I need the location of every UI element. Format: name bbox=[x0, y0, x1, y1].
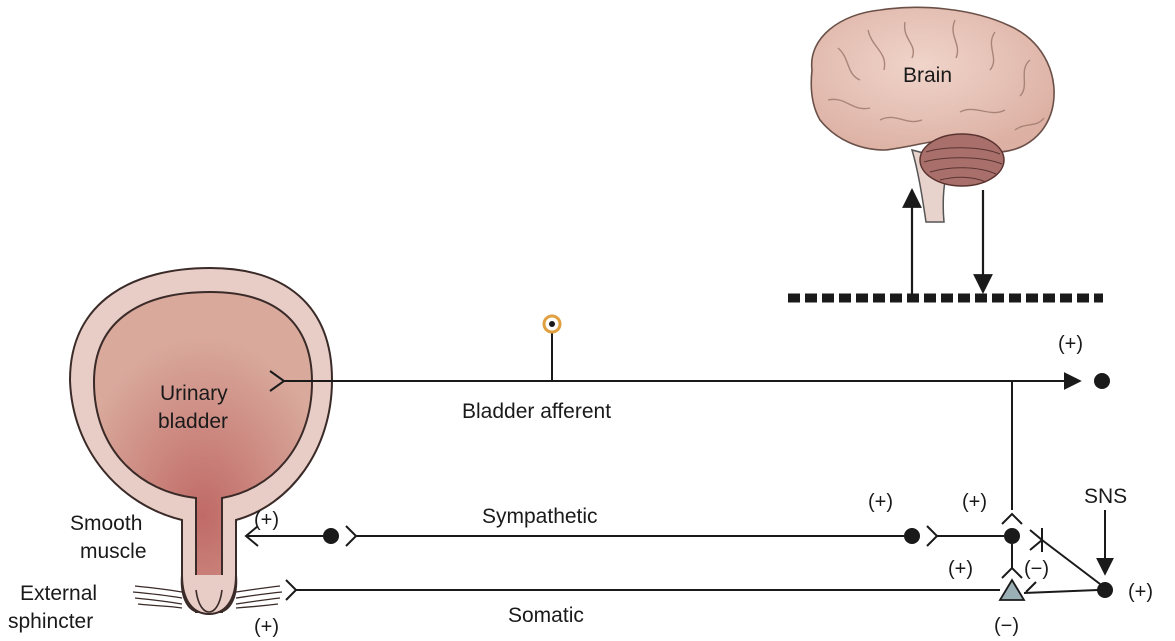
bladder-afferent-pathway: Bladder afferent bbox=[269, 314, 1110, 510]
bladder-label-line1: Urinary bbox=[160, 382, 228, 405]
sns-pathway: SNS bbox=[1023, 485, 1127, 598]
inhibitory-synapse bbox=[1029, 529, 1044, 551]
smooth-muscle-label-line2: muscle bbox=[80, 540, 147, 563]
sign-sns-neuron: (+) bbox=[1128, 581, 1153, 603]
smooth-muscle-label-line1: Smooth bbox=[70, 512, 142, 535]
urinary-bladder-illustration: Urinary bladder bbox=[68, 266, 334, 616]
somatic-label: Somatic bbox=[508, 604, 584, 627]
cerebellum bbox=[919, 133, 1005, 187]
afferent-target-neuron bbox=[1094, 373, 1110, 389]
sympathetic-preganglionic-neuron bbox=[904, 528, 920, 544]
urethra-tip bbox=[181, 574, 237, 616]
afferent-to-somatic-synapse bbox=[1001, 566, 1023, 579]
smooth-muscle-synapse bbox=[244, 525, 264, 547]
sympathetic-pathway: Sympathetic bbox=[244, 505, 1023, 547]
triangle-neuron-icon bbox=[998, 578, 1026, 601]
sign-inhibitory-synapse: (−) bbox=[1024, 558, 1049, 580]
cerebrum bbox=[810, 6, 1055, 153]
sphincter-synapse bbox=[285, 579, 298, 601]
sign-somatic-neuron-bottom: (−) bbox=[994, 615, 1019, 637]
bladder-afferent-label: Bladder afferent bbox=[462, 400, 611, 423]
sympathetic-synapse bbox=[926, 525, 939, 547]
bladder-label-line2: bladder bbox=[158, 410, 228, 433]
inhibitory-synapse-somatic bbox=[1025, 581, 1037, 593]
ganglionic-synapse bbox=[345, 525, 358, 547]
sign-somatic-synapse: (+) bbox=[948, 558, 973, 580]
afferent-to-sympathetic-synapse bbox=[1001, 512, 1023, 525]
sns-neuron bbox=[1097, 582, 1113, 598]
sign-smooth-muscle: (+) bbox=[254, 509, 279, 531]
somatic-pathway: Somatic bbox=[285, 544, 1026, 627]
brain-label: Brain bbox=[903, 64, 952, 87]
external-sphincter-muscle-fibers bbox=[132, 585, 283, 609]
sympathetic-spinal-neuron bbox=[1004, 528, 1020, 544]
sign-sphincter: (+) bbox=[254, 616, 279, 638]
sympathetic-label: Sympathetic bbox=[482, 505, 598, 528]
brain-illustration: Brain bbox=[810, 6, 1055, 223]
brain-sulci bbox=[827, 19, 1045, 131]
polarity-signs: (+) (+) (+) (+) (+) (+) (−) (−) (+) bbox=[254, 333, 1153, 638]
sphincter-label-line1: External bbox=[20, 582, 97, 605]
cerebellum-folia bbox=[923, 147, 1003, 183]
sns-label: SNS bbox=[1084, 485, 1127, 508]
sphincter-label-line2: sphincter bbox=[8, 610, 93, 633]
bladder-lumen bbox=[92, 290, 314, 591]
postganglionic-neuron bbox=[323, 528, 339, 544]
sign-sympathetic-synapse: (+) bbox=[962, 491, 987, 513]
sign-afferent-end: (+) bbox=[1058, 333, 1083, 355]
sign-sympathetic-ganglion: (+) bbox=[868, 491, 893, 513]
